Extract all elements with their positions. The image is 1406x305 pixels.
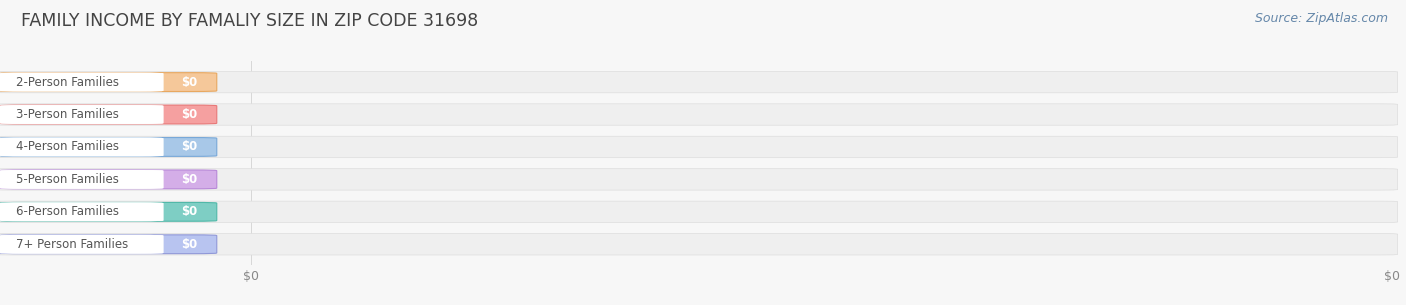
FancyBboxPatch shape [0, 170, 163, 189]
FancyBboxPatch shape [0, 73, 163, 92]
FancyBboxPatch shape [0, 105, 217, 124]
Text: Source: ZipAtlas.com: Source: ZipAtlas.com [1254, 12, 1388, 25]
FancyBboxPatch shape [0, 136, 1398, 158]
Text: $0: $0 [181, 205, 197, 218]
FancyBboxPatch shape [0, 235, 163, 254]
FancyBboxPatch shape [0, 73, 217, 92]
FancyBboxPatch shape [0, 201, 1398, 223]
FancyBboxPatch shape [0, 105, 163, 124]
FancyBboxPatch shape [0, 234, 1398, 255]
FancyBboxPatch shape [0, 170, 163, 189]
Text: $0: $0 [181, 238, 197, 251]
Text: $0: $0 [181, 141, 197, 153]
FancyBboxPatch shape [0, 169, 1398, 190]
FancyBboxPatch shape [0, 235, 217, 254]
Text: 7+ Person Families: 7+ Person Families [15, 238, 128, 251]
FancyBboxPatch shape [0, 138, 163, 156]
Text: 4-Person Families: 4-Person Families [15, 141, 120, 153]
FancyBboxPatch shape [0, 105, 163, 124]
FancyBboxPatch shape [0, 71, 1398, 93]
FancyBboxPatch shape [0, 235, 163, 254]
FancyBboxPatch shape [0, 170, 217, 189]
Text: 3-Person Families: 3-Person Families [15, 108, 120, 121]
FancyBboxPatch shape [0, 73, 163, 92]
Text: $0: $0 [181, 173, 197, 186]
FancyBboxPatch shape [0, 138, 163, 156]
FancyBboxPatch shape [0, 203, 163, 221]
FancyBboxPatch shape [0, 138, 217, 156]
Text: 5-Person Families: 5-Person Families [15, 173, 120, 186]
Text: 2-Person Families: 2-Person Families [15, 76, 120, 88]
FancyBboxPatch shape [0, 104, 1398, 125]
Text: $0: $0 [181, 108, 197, 121]
FancyBboxPatch shape [0, 203, 163, 221]
Text: FAMILY INCOME BY FAMALIY SIZE IN ZIP CODE 31698: FAMILY INCOME BY FAMALIY SIZE IN ZIP COD… [21, 12, 478, 30]
Text: $0: $0 [181, 76, 197, 88]
Text: 6-Person Families: 6-Person Families [15, 205, 120, 218]
FancyBboxPatch shape [0, 203, 217, 221]
